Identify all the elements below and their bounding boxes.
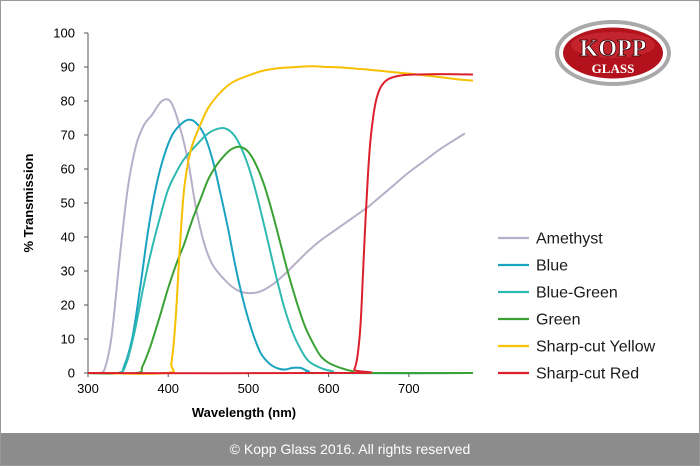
series-line-blue: [87, 118, 474, 375]
legend-label-sharp-cut-red: Sharp-cut Red: [536, 366, 639, 383]
y-tick-label: 90: [61, 60, 75, 75]
y-tick-label: 30: [61, 264, 75, 279]
y-tick-label: 60: [61, 162, 75, 177]
series-line-amethyst: [87, 98, 466, 375]
copyright-footer: © Kopp Glass 2016. All rights reserved: [1, 433, 699, 465]
logo-text-glass: GLASS: [592, 61, 635, 76]
y-tick-label: 50: [61, 196, 75, 211]
logo-text-kopp: KOPP: [580, 36, 647, 62]
legend-label-blue-green: Blue-Green: [536, 285, 618, 302]
axes: 0 10 20 30 40 50 60 70 80 90 100 300 400 500 600 700: [53, 26, 473, 396]
series-lines: [87, 65, 474, 375]
y-tick-label: 10: [61, 332, 75, 347]
series-line-sharp-cut-red: [87, 73, 474, 375]
y-tick-label: 70: [61, 128, 75, 143]
y-tick-label: 100: [53, 26, 75, 41]
legend-label-sharp-cut-yellow: Sharp-cut Yellow: [536, 339, 656, 356]
y-tick-label: 20: [61, 298, 75, 313]
y-tick-label: 40: [61, 230, 75, 245]
x-tick-label: 300: [77, 381, 99, 396]
y-tick-label: 0: [68, 366, 75, 381]
legend-label-green: Green: [536, 312, 580, 329]
x-axis-title: Wavelength (nm): [192, 405, 296, 420]
series-line-blue-green: [87, 126, 474, 375]
legend: Amethyst Blue Blue-Green Green Sharp-cut Yel…: [498, 231, 656, 383]
legend-label-blue: Blue: [536, 258, 568, 275]
y-axis-title: % Transmission: [21, 153, 36, 252]
x-tick-label: 500: [238, 381, 260, 396]
series-line-sharp-cut-yellow: [87, 65, 474, 375]
chart: 0 10 20 30 40 50 60 70 80 90 100 300 400 500 600 700 Wa…: [21, 20, 671, 420]
x-tick-label: 700: [398, 381, 420, 396]
x-tick-label: 600: [318, 381, 340, 396]
y-tick-label: 80: [61, 94, 75, 109]
x-tick-label: 400: [157, 381, 179, 396]
legend-label-amethyst: Amethyst: [536, 231, 603, 248]
series-line-green: [87, 145, 474, 375]
kopp-glass-logo: KOPP GLASS: [555, 20, 671, 86]
